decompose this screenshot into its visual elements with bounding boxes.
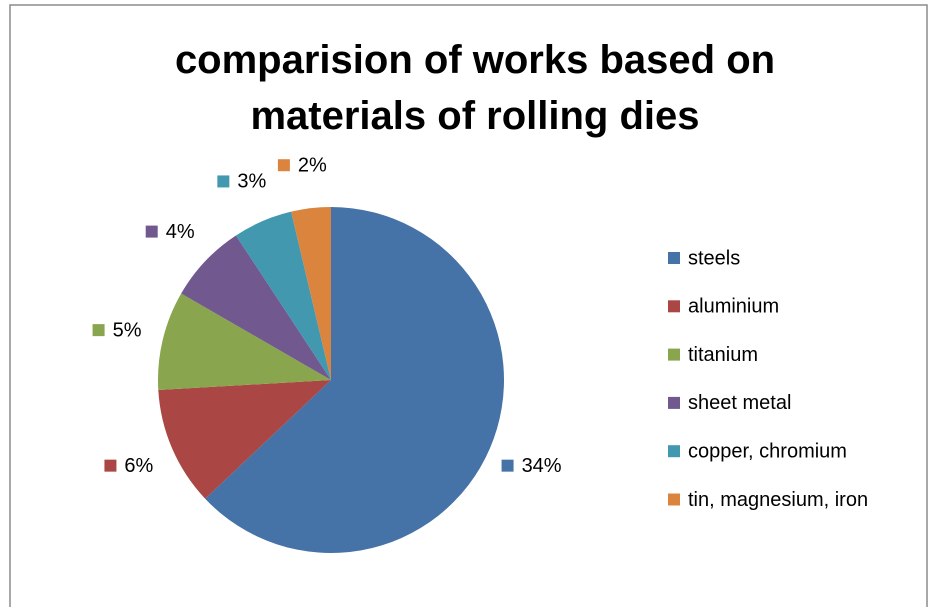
chart-title: comparision of works based on materials … xyxy=(174,38,776,138)
data-label: 3% xyxy=(237,171,266,193)
pie-slice xyxy=(291,207,331,380)
legend-label: titanium xyxy=(688,344,758,366)
legend-label: sheet metal xyxy=(688,392,791,414)
pie-slice xyxy=(158,380,331,499)
legend-label: aluminium xyxy=(688,296,779,318)
data-label: 2% xyxy=(298,154,327,176)
legend-marker xyxy=(668,252,680,264)
pie-slice xyxy=(205,207,505,553)
legend-marker xyxy=(668,445,680,458)
pie-slice xyxy=(181,235,331,380)
data-label-marker xyxy=(217,175,230,188)
pie-slice xyxy=(158,293,331,391)
data-label-marker xyxy=(501,459,514,472)
data-label-marker xyxy=(104,459,117,472)
legend-marker xyxy=(668,348,680,361)
data-label-marker xyxy=(277,159,290,172)
legend-marker xyxy=(668,396,680,409)
data-label: 5% xyxy=(113,319,142,341)
pie-slice xyxy=(235,211,331,380)
data-label-marker xyxy=(92,324,105,337)
data-label: 34% xyxy=(522,455,562,477)
legend-label: copper, chromium xyxy=(688,440,847,462)
legend-marker xyxy=(668,300,680,313)
legend-marker xyxy=(668,493,680,506)
legend-label: tin, magnesium, iron xyxy=(688,489,868,511)
data-label: 6% xyxy=(124,455,153,477)
data-label-marker xyxy=(145,225,158,238)
legend-label: steels xyxy=(688,247,740,269)
data-label: 4% xyxy=(166,221,195,243)
